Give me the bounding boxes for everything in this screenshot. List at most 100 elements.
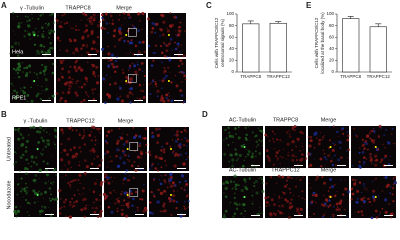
signal [390,133,393,135]
signal [321,138,323,141]
signal [71,155,75,159]
signal [125,81,128,84]
signal [293,165,295,168]
signal [104,176,107,179]
y-axis-label: Cells with TRAPPC8/C12 [214,17,219,68]
signal [80,100,83,104]
signal [144,79,146,81]
signal [387,203,391,206]
signal [103,180,106,183]
signal [273,212,277,216]
signal [151,21,155,25]
signal [45,143,47,145]
signal [377,135,380,138]
signal [118,203,120,205]
signal [178,34,180,37]
signal [51,197,54,201]
micrograph [265,176,306,218]
signal [35,156,38,159]
signal [129,51,132,53]
signal [314,193,318,197]
signal [340,198,342,200]
signal [142,71,144,73]
signal [222,215,227,219]
signal [55,17,57,20]
signal [173,164,177,168]
signal [78,86,80,88]
signal [31,13,33,15]
signal [381,143,383,145]
signal [34,174,38,177]
signal [90,32,94,35]
signal [144,127,148,131]
signal [257,144,260,146]
signal [366,188,368,190]
signal [116,164,121,168]
signal [94,75,97,78]
signal [141,189,145,193]
signal [264,196,268,200]
signal [92,149,96,153]
signal [104,173,108,177]
signal [52,181,55,184]
signal [279,211,283,215]
signal [128,64,132,68]
signal [122,143,125,146]
signal [38,209,42,214]
signal [325,212,326,213]
signal [136,165,138,166]
signal [250,155,254,159]
signal [74,69,78,73]
signal [261,181,264,184]
signal [13,163,16,166]
signal [162,99,166,103]
signal [59,59,63,63]
signal [120,99,125,103]
signal [160,51,164,55]
signal [86,46,88,48]
signal [327,154,331,158]
signal [178,101,180,103]
signal [34,127,36,130]
signal [95,206,98,210]
signal [64,99,68,103]
signal [20,87,22,90]
signal [238,203,241,206]
signal [94,139,97,142]
signal [262,211,264,213]
signal [22,71,24,73]
signal [170,177,173,180]
signal [390,216,392,219]
signal [346,188,348,190]
signal [142,169,144,171]
signal [160,154,163,156]
signal [103,81,106,83]
signal [223,128,227,132]
signal [346,138,349,141]
signal [289,135,292,138]
signal [175,133,179,137]
signal [15,91,19,94]
signal [312,191,316,195]
signal [60,20,63,23]
signal [321,176,324,179]
signal [35,73,39,76]
signal [18,177,20,179]
signal [88,204,90,206]
signal [235,203,239,206]
signal [20,206,22,208]
signal [93,201,95,204]
signal [84,76,88,80]
signal [291,154,295,158]
signal [221,142,223,144]
signal [364,188,366,190]
signal [138,74,140,76]
signal [184,30,187,33]
signal [14,34,16,35]
signal [164,73,166,75]
signal [286,199,290,203]
centrosome [374,146,377,148]
signal [44,65,48,69]
signal [61,14,62,16]
signal [277,204,281,208]
